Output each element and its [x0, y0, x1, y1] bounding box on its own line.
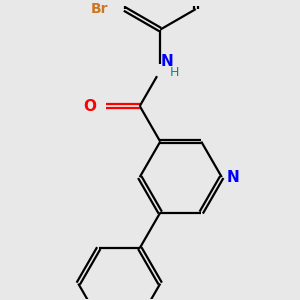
Text: Br: Br: [91, 2, 109, 16]
Text: H: H: [169, 65, 179, 79]
Text: N: N: [227, 169, 240, 184]
Text: N: N: [160, 54, 173, 69]
Text: O: O: [83, 99, 96, 114]
